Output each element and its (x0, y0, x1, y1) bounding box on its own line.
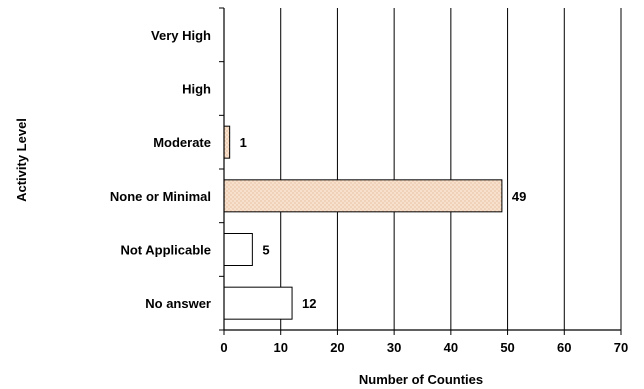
data-label-moderate: 1 (240, 135, 247, 150)
data-label-none-or-minimal: 49 (512, 189, 526, 204)
x-tick-label-20: 20 (330, 340, 344, 355)
x-tick-label-30: 30 (387, 340, 401, 355)
x-tick-label-40: 40 (444, 340, 458, 355)
y-axis-title: Activity Level (14, 118, 29, 202)
category-label-none-or-minimal: None or Minimal (110, 189, 211, 204)
x-tick-label-50: 50 (500, 340, 514, 355)
gridlines (280, 8, 622, 330)
x-tick-label-0: 0 (220, 340, 227, 355)
x-tick-label-10: 10 (273, 340, 287, 355)
x-axis-title: Number of Counties (359, 372, 483, 387)
category-labels: Very High High Moderate None or Minimal Not … (110, 28, 211, 311)
category-label-moderate: Moderate (153, 135, 211, 150)
bar-not-applicable (223, 233, 253, 266)
category-label-no-answer: No answer (145, 296, 211, 311)
x-tick-labels: 0 10 20 30 40 50 60 70 (220, 340, 628, 355)
x-tick-label-60: 60 (557, 340, 571, 355)
data-labels: 1 49 5 12 (240, 135, 527, 311)
bars (223, 125, 503, 320)
axes (219, 7, 622, 335)
category-label-very-high: Very High (151, 28, 211, 43)
bar-no-answer (223, 286, 293, 320)
bar-moderate (223, 125, 231, 159)
x-tick-label-70: 70 (614, 340, 628, 355)
category-label-not-applicable: Not Applicable (120, 243, 211, 258)
bar-none-or-minimal (223, 179, 503, 213)
data-label-not-applicable: 5 (262, 243, 269, 258)
category-label-high: High (182, 82, 211, 97)
data-label-no-answer: 12 (302, 296, 316, 311)
